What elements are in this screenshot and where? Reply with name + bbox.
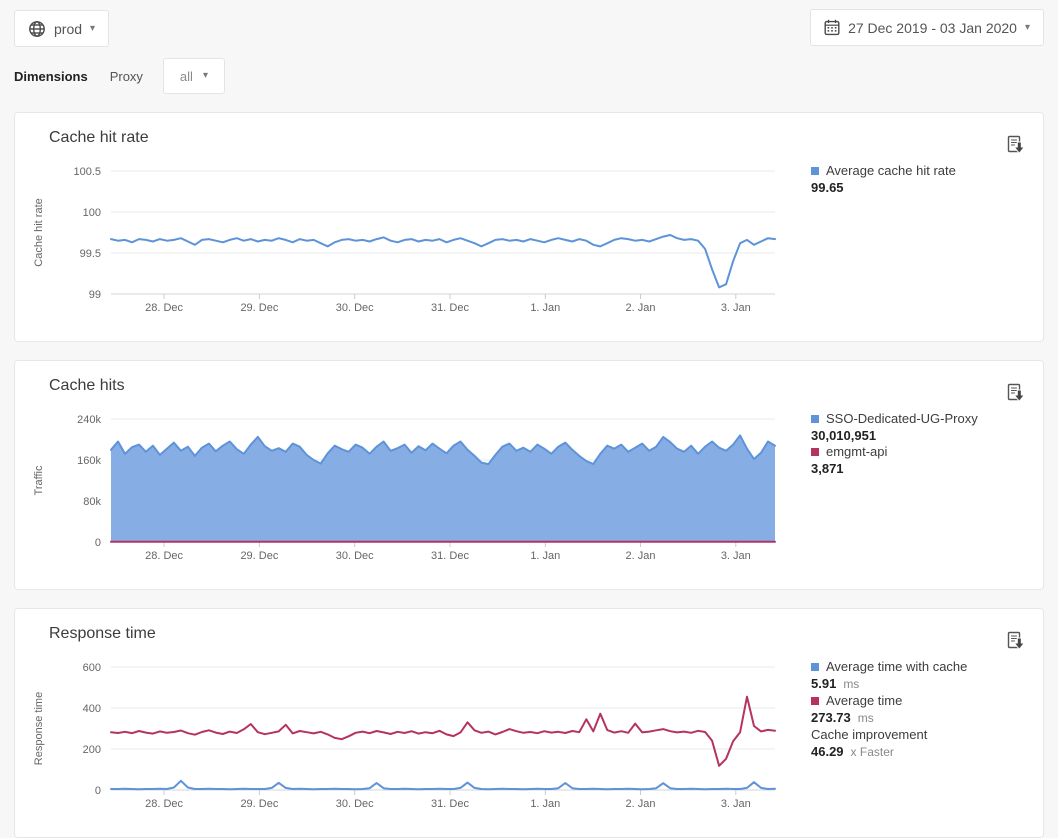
legend-swatch-icon	[811, 663, 819, 671]
date-range-picker[interactable]: 27 Dec 2019 - 03 Jan 2020 ▾	[810, 9, 1044, 46]
chevron-down-icon: ▾	[90, 24, 95, 34]
legend-value: 46.29x Faster	[811, 743, 967, 761]
cache-hit-rate-legend: Average cache hit rate99.65	[811, 163, 956, 196]
legend-value: 3,871	[811, 460, 978, 477]
svg-text:28. Dec: 28. Dec	[145, 302, 183, 314]
dimensions-label: Dimensions	[14, 69, 88, 84]
export-report-icon[interactable]	[1005, 382, 1027, 404]
svg-text:160k: 160k	[77, 455, 101, 467]
svg-text:1. Jan: 1. Jan	[530, 550, 560, 562]
legend-label: Average time	[826, 693, 902, 709]
svg-text:0: 0	[95, 537, 101, 549]
svg-text:100.5: 100.5	[73, 166, 101, 178]
svg-text:31. Dec: 31. Dec	[431, 798, 469, 810]
legend-item[interactable]: emgmt-api	[811, 444, 978, 460]
svg-text:31. Dec: 31. Dec	[431, 550, 469, 562]
cache-hits-legend: SSO-Dedicated-UG-Proxy30,010,951emgmt-ap…	[811, 411, 978, 477]
panel-title: Response time	[49, 625, 156, 643]
chevron-down-icon: ▾	[1025, 23, 1030, 33]
legend-label: Average cache hit rate	[826, 163, 956, 179]
svg-text:400: 400	[83, 703, 101, 715]
svg-text:3. Jan: 3. Jan	[721, 302, 751, 314]
response-time-legend: Average time with cache5.91msAverage tim…	[811, 659, 967, 761]
svg-text:99.5: 99.5	[80, 248, 101, 260]
calendar-icon	[824, 19, 840, 36]
legend-value: 5.91ms	[811, 675, 967, 693]
svg-text:30. Dec: 30. Dec	[336, 550, 374, 562]
svg-text:100: 100	[83, 207, 101, 219]
export-report-icon[interactable]	[1005, 134, 1027, 156]
legend-item[interactable]: Average time	[811, 693, 967, 709]
legend-unit: ms	[843, 677, 859, 691]
svg-text:30. Dec: 30. Dec	[336, 302, 374, 314]
svg-text:Traffic: Traffic	[33, 465, 45, 495]
svg-text:80k: 80k	[83, 496, 101, 508]
legend-swatch-icon	[811, 415, 819, 423]
svg-text:31. Dec: 31. Dec	[431, 302, 469, 314]
svg-text:Cache hit rate: Cache hit rate	[33, 198, 45, 266]
panel-cache-hits: Cache hits 240k 160k 80k 0 28. Dec 29. Dec 30.…	[14, 360, 1044, 590]
svg-text:99: 99	[89, 289, 101, 301]
proxy-filter-value: all	[180, 69, 193, 84]
legend-label: emgmt-api	[826, 444, 887, 460]
export-report-icon[interactable]	[1005, 630, 1027, 652]
legend-swatch-icon	[811, 448, 819, 456]
panel-response-time: Response time 600 400 200 0 28. Dec 29. Dec 30…	[14, 608, 1044, 838]
svg-text:3. Jan: 3. Jan	[721, 798, 751, 810]
svg-text:29. Dec: 29. Dec	[240, 550, 278, 562]
date-range-label: 27 Dec 2019 - 03 Jan 2020	[848, 20, 1017, 36]
svg-text:28. Dec: 28. Dec	[145, 550, 183, 562]
svg-text:240k: 240k	[77, 414, 101, 426]
legend-item[interactable]: Cache improvement	[811, 727, 967, 743]
legend-value: 273.73ms	[811, 709, 967, 727]
legend-value: 99.65	[811, 179, 956, 196]
environment-label: prod	[54, 21, 82, 37]
environment-dropdown[interactable]: prod ▾	[14, 10, 109, 47]
panel-title: Cache hits	[49, 377, 125, 395]
dimensions-bar: Dimensions Proxy all ▾	[14, 58, 225, 94]
svg-text:2. Jan: 2. Jan	[626, 550, 656, 562]
panel-cache-hit-rate: Cache hit rate 100.5 100 99.5 99 28. Dec 29. …	[14, 112, 1044, 342]
svg-text:Response time: Response time	[33, 692, 45, 765]
svg-text:0: 0	[95, 785, 101, 797]
legend-label: Cache improvement	[811, 727, 927, 743]
legend-swatch-icon	[811, 697, 819, 705]
legend-unit: ms	[858, 711, 874, 725]
svg-text:30. Dec: 30. Dec	[336, 798, 374, 810]
chevron-down-icon: ▾	[203, 71, 208, 81]
svg-text:1. Jan: 1. Jan	[530, 798, 560, 810]
legend-item[interactable]: SSO-Dedicated-UG-Proxy	[811, 411, 978, 427]
svg-text:29. Dec: 29. Dec	[240, 302, 278, 314]
legend-item[interactable]: Average cache hit rate	[811, 163, 956, 179]
panel-title: Cache hit rate	[49, 129, 149, 147]
svg-text:1. Jan: 1. Jan	[530, 302, 560, 314]
legend-label: Average time with cache	[826, 659, 967, 675]
legend-swatch-icon	[811, 167, 819, 175]
svg-text:3. Jan: 3. Jan	[721, 550, 751, 562]
svg-text:2. Jan: 2. Jan	[626, 798, 656, 810]
globe-icon	[28, 20, 46, 38]
proxy-filter-dropdown[interactable]: all ▾	[163, 58, 225, 94]
svg-text:200: 200	[83, 744, 101, 756]
svg-text:29. Dec: 29. Dec	[240, 798, 278, 810]
legend-unit: x Faster	[851, 745, 894, 759]
legend-label: SSO-Dedicated-UG-Proxy	[826, 411, 978, 427]
proxy-label: Proxy	[110, 69, 143, 84]
svg-text:28. Dec: 28. Dec	[145, 798, 183, 810]
legend-value: 30,010,951	[811, 427, 978, 444]
legend-item[interactable]: Average time with cache	[811, 659, 967, 675]
svg-text:2. Jan: 2. Jan	[626, 302, 656, 314]
svg-text:600: 600	[83, 662, 101, 674]
